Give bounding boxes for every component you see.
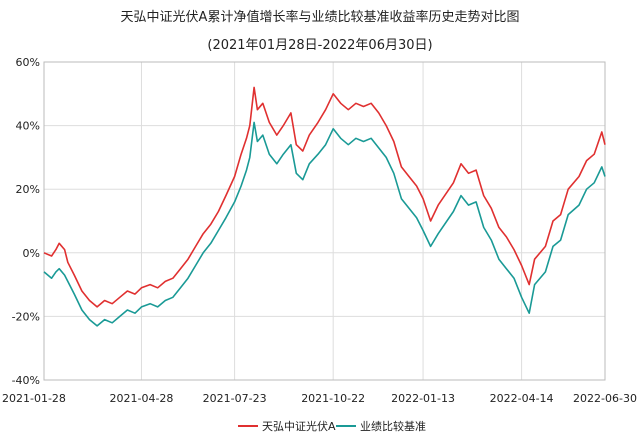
legend-label-benchmark: 业绩比较基准	[360, 419, 426, 433]
y-tick-label: -20%	[12, 310, 40, 323]
y-axis-ticks: 60% 40% 20% 0% -20% -40%	[12, 56, 40, 387]
x-tick-label: 2021-10-22	[301, 392, 365, 405]
y-tick-label: -40%	[12, 374, 40, 387]
x-tick-label: 2021-04-28	[110, 392, 174, 405]
chart-subtitle: (2021年01月28日-2022年06月30日)	[207, 38, 433, 53]
y-tick-label: 60%	[16, 56, 40, 69]
series-lines	[43, 86, 606, 327]
x-tick-label: 2022-06-30	[573, 392, 637, 405]
legend-label-fund: 天弘中证光伏A	[262, 419, 336, 433]
plot-frame	[43, 61, 606, 381]
x-axis-ticks: 2021-01-28 2021-04-28 2021-07-23 2021-10-22…	[2, 392, 637, 405]
x-tick-label: 2021-01-28	[2, 392, 66, 405]
chart-title: 天弘中证光伏A累计净值增长率与业绩比较基准收益率历史走势对比图	[120, 10, 520, 25]
y-tick-label: 40%	[16, 120, 40, 133]
y-tick-label: 0%	[23, 247, 40, 260]
legend: 天弘中证光伏A 业绩比较基准	[238, 419, 426, 433]
y-tick-label: 20%	[16, 183, 40, 196]
x-tick-label: 2022-04-14	[490, 392, 554, 405]
grid	[43, 61, 606, 381]
fund-series-line	[43, 86, 606, 308]
x-tick-label: 2022-01-13	[391, 392, 455, 405]
x-tick-label: 2021-07-23	[203, 392, 267, 405]
benchmark-series-line	[43, 121, 606, 327]
